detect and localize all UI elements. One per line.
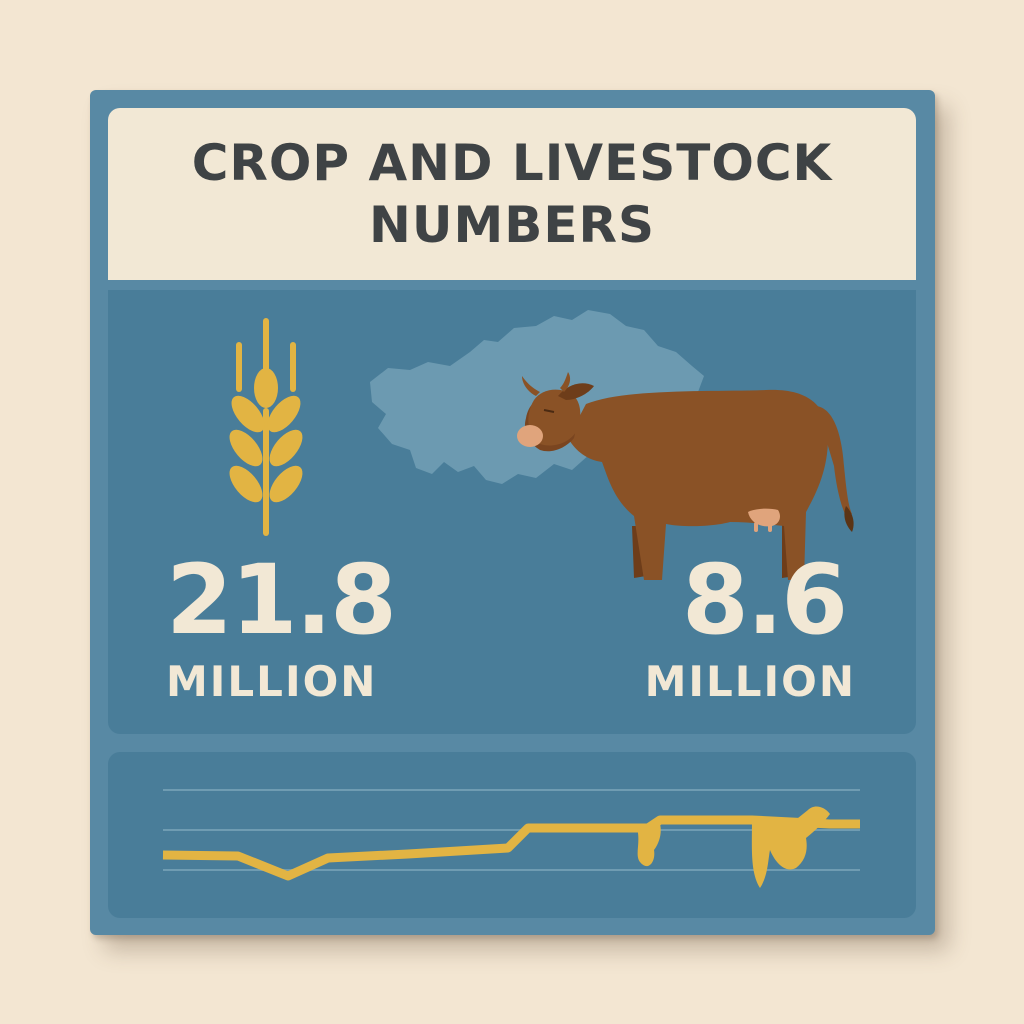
trend-drip xyxy=(636,824,661,867)
trend-drip xyxy=(751,806,830,888)
page-title: CROP AND LIVESTOCK NUMBERS xyxy=(191,134,833,254)
crop-unit: MILLION xyxy=(166,657,378,706)
livestock-unit: MILLION xyxy=(644,657,856,706)
livestock-value: 8.6 xyxy=(681,544,848,656)
crop-value: 21.8 xyxy=(166,544,397,656)
wheat-icon xyxy=(229,318,303,536)
stats-panel: 21.8 MILLION 8.6 MILLION xyxy=(108,290,916,734)
cow-icon xyxy=(517,372,854,580)
title-banner: CROP AND LIVESTOCK NUMBERS xyxy=(108,108,916,280)
trend-line xyxy=(162,789,860,888)
trend-panel xyxy=(108,752,916,918)
infographic-card: CROP AND LIVESTOCK NUMBERS xyxy=(90,90,935,935)
